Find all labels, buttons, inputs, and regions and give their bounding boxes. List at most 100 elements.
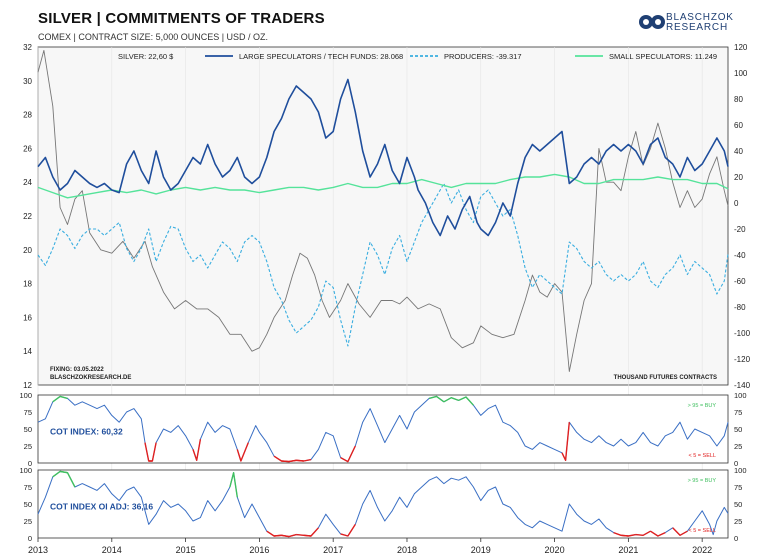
x-tick-label: 2020 bbox=[545, 545, 565, 555]
cot-y-left-tick-label: 100 bbox=[19, 466, 32, 475]
sell-zone-segment bbox=[635, 530, 651, 536]
legend: SILVER: 22,60 $ LARGE SPECULATORS / TECH … bbox=[118, 52, 717, 61]
cot-y-left-tick-label: 0 bbox=[28, 459, 32, 468]
cot-extreme-highlights bbox=[52, 470, 688, 538]
y-left-tick-label: 18 bbox=[23, 280, 32, 289]
buy-zone-segment bbox=[59, 470, 76, 488]
logo-line-2: RESEARCH bbox=[666, 22, 728, 33]
sell-zone-segment bbox=[561, 422, 570, 461]
sell-threshold-label: < 5 = SELL bbox=[688, 528, 716, 534]
y-right-tick-label: 20 bbox=[734, 173, 743, 182]
x-tick-label: 2022 bbox=[692, 545, 712, 555]
cot-y-left-tick-label: 25 bbox=[24, 517, 32, 526]
cot-y-left-tick-label: 0 bbox=[28, 534, 32, 543]
cot-y-right-tick-label: 100 bbox=[734, 391, 747, 400]
x-tick-label: 2016 bbox=[249, 545, 269, 555]
y-right-tick-label: 60 bbox=[734, 121, 743, 130]
x-tick-label: 2017 bbox=[323, 545, 343, 555]
y-left-tick-label: 28 bbox=[23, 111, 32, 120]
sell-zone-segment bbox=[672, 527, 688, 536]
cot-title: COT INDEX: 60,32 bbox=[50, 426, 123, 436]
y-right-tick-label: 80 bbox=[734, 95, 743, 104]
sell-zone-segment bbox=[650, 530, 666, 537]
x-tick-label: 2015 bbox=[176, 545, 196, 555]
y-right-tick-label: -20 bbox=[734, 225, 746, 234]
cot-y-left-tick-label: 25 bbox=[24, 442, 32, 451]
y-left-tick-label: 24 bbox=[23, 178, 32, 187]
y-right-tick-label: -40 bbox=[734, 251, 746, 260]
x-tick-label: 2014 bbox=[102, 545, 122, 555]
buy-zone-segment bbox=[443, 397, 459, 403]
y-right-tick-label: -60 bbox=[734, 277, 746, 286]
cot-panel-2 bbox=[37, 469, 729, 539]
legend-entry: LARGE SPECULATORS / TECH FUNDS: 28.068 bbox=[239, 52, 403, 61]
chart-subtitle: COMEX | CONTRACT SIZE: 5,000 OUNCES | US… bbox=[38, 32, 269, 42]
y-left-tick-label: 20 bbox=[23, 246, 32, 255]
y-left-tick-label: 26 bbox=[23, 144, 32, 153]
buy-zone-segment bbox=[229, 472, 238, 498]
cot-y-right-tick-label: 25 bbox=[734, 442, 742, 451]
y-left-tick-label: 12 bbox=[23, 381, 32, 390]
y-left-tick-label: 32 bbox=[23, 43, 32, 52]
cot-y-left-tick-label: 50 bbox=[24, 425, 32, 434]
sell-threshold-label: < 5 = SELL bbox=[688, 453, 716, 459]
cot-extreme-highlights bbox=[52, 395, 570, 463]
cot-panel-1 bbox=[37, 394, 729, 464]
unit-label: THOUSAND FUTURES CONTRACTS bbox=[614, 375, 717, 381]
logo-line-1: BLASCHZOK bbox=[666, 12, 734, 23]
sell-zone-segment bbox=[281, 533, 297, 538]
cot-y-right-tick-label: 25 bbox=[734, 517, 742, 526]
source-label: BLASCHZOKRESEARCH.DE bbox=[50, 375, 131, 381]
cot-y-left-tick-label: 100 bbox=[19, 391, 32, 400]
cot-title: COT INDEX OI ADJ: 36,16 bbox=[50, 501, 153, 511]
y-right-tick-label: 120 bbox=[734, 43, 748, 52]
sell-zone-segment bbox=[296, 458, 312, 462]
y-right-tick-label: -100 bbox=[734, 329, 751, 338]
x-tick-label: 2021 bbox=[618, 545, 638, 555]
series-line-small-speculators bbox=[37, 173, 729, 199]
logo bbox=[639, 15, 665, 29]
y-right-tick-label: -80 bbox=[734, 303, 746, 312]
cot-y-right-tick-label: 0 bbox=[734, 534, 738, 543]
y-left-tick-label: 16 bbox=[23, 313, 32, 322]
y-right-tick-label: 40 bbox=[734, 147, 743, 156]
sell-zone-segment bbox=[340, 445, 356, 463]
legend-entry: SMALL SPECULATORS: 11.249 bbox=[609, 52, 717, 61]
y-right-tick-label: -140 bbox=[734, 381, 751, 390]
buy-zone-segment bbox=[458, 396, 474, 406]
y-right-tick-label: 0 bbox=[734, 199, 739, 208]
buy-zone-segment bbox=[428, 395, 445, 403]
cot-y-left-tick-label: 75 bbox=[24, 408, 32, 417]
plot-area bbox=[37, 46, 729, 386]
buy-zone-segment bbox=[52, 395, 68, 403]
y-left-tick-label: 22 bbox=[23, 212, 32, 221]
legend-entry: PRODUCERS: -39.317 bbox=[444, 52, 522, 61]
sell-zone-segment bbox=[620, 533, 636, 537]
sell-zone-segment bbox=[236, 442, 249, 462]
y-left-tick-label: 14 bbox=[23, 347, 32, 356]
cot-y-left-tick-label: 75 bbox=[24, 483, 32, 492]
logo-wordmark: BLASCHZOK RESEARCH bbox=[666, 13, 734, 33]
cot-y-right-tick-label: 100 bbox=[734, 466, 747, 475]
y-left-tick-label: 30 bbox=[23, 77, 32, 86]
sell-zone-segment bbox=[340, 524, 356, 537]
chart-title: SILVER | COMMITMENTS OF TRADERS bbox=[38, 10, 325, 27]
logo-mark-icon bbox=[639, 15, 665, 29]
series-line-silver bbox=[37, 49, 729, 372]
cot-y-left-tick-label: 50 bbox=[24, 500, 32, 509]
x-tick-label: 2018 bbox=[397, 545, 417, 555]
cot-y-right-tick-label: 75 bbox=[734, 483, 742, 492]
y-right-tick-label: 100 bbox=[734, 69, 748, 78]
sell-zone-segment bbox=[192, 439, 202, 461]
buy-threshold-label: > 95 = BUY bbox=[688, 403, 717, 409]
y-right-tick-label: -120 bbox=[734, 355, 751, 364]
series-line-large-speculators-tech-funds bbox=[37, 78, 729, 237]
sell-zone-segment bbox=[303, 527, 319, 537]
fixing-label: FIXING: 03.05.2022 bbox=[50, 367, 104, 373]
cot-y-right-tick-label: 75 bbox=[734, 408, 742, 417]
x-tick-label: 2019 bbox=[471, 545, 491, 555]
sell-zone-segment bbox=[148, 442, 157, 462]
buy-threshold-label: > 95 = BUY bbox=[688, 478, 717, 484]
cot-y-right-tick-label: 50 bbox=[734, 425, 742, 434]
